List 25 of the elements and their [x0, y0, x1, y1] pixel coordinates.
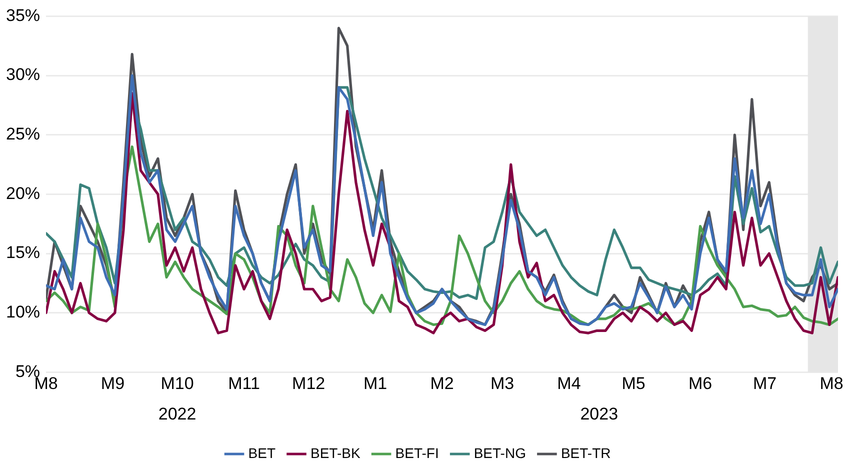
- legend-label: BET-FI: [395, 444, 439, 461]
- x-tick-label: M8: [820, 374, 844, 394]
- y-tick-label: 20%: [6, 184, 40, 203]
- x-tick-label: M2: [430, 374, 454, 394]
- x-tick-label: M9: [100, 374, 125, 394]
- legend-label: BET-NG: [474, 444, 526, 461]
- x-tick-label: M10: [160, 374, 194, 394]
- y-tick-label: 15%: [6, 243, 40, 262]
- x2-tick-label: 2023: [580, 404, 618, 424]
- x-tick-label: M7: [753, 374, 777, 394]
- y-tick-label: 35%: [6, 6, 40, 25]
- x-tick-label: M12: [292, 374, 326, 394]
- x-tick-label: M3: [490, 374, 514, 394]
- x2-tick-label: 2022: [158, 404, 196, 424]
- legend-label: BET-TR: [560, 444, 611, 461]
- x-tick-label: M4: [557, 374, 581, 394]
- x-tick-label: M6: [688, 374, 712, 394]
- x-tick-label: M5: [622, 374, 646, 394]
- legend-label: BET: [248, 444, 276, 461]
- x-tick-label: M1: [363, 374, 388, 394]
- legend-label: BET-BK: [310, 444, 361, 461]
- y-tick-label: 30%: [6, 65, 40, 84]
- y-tick-label: 25%: [6, 124, 40, 144]
- y-tick-label: 10%: [6, 302, 40, 322]
- x-tick-label: M11: [228, 374, 260, 394]
